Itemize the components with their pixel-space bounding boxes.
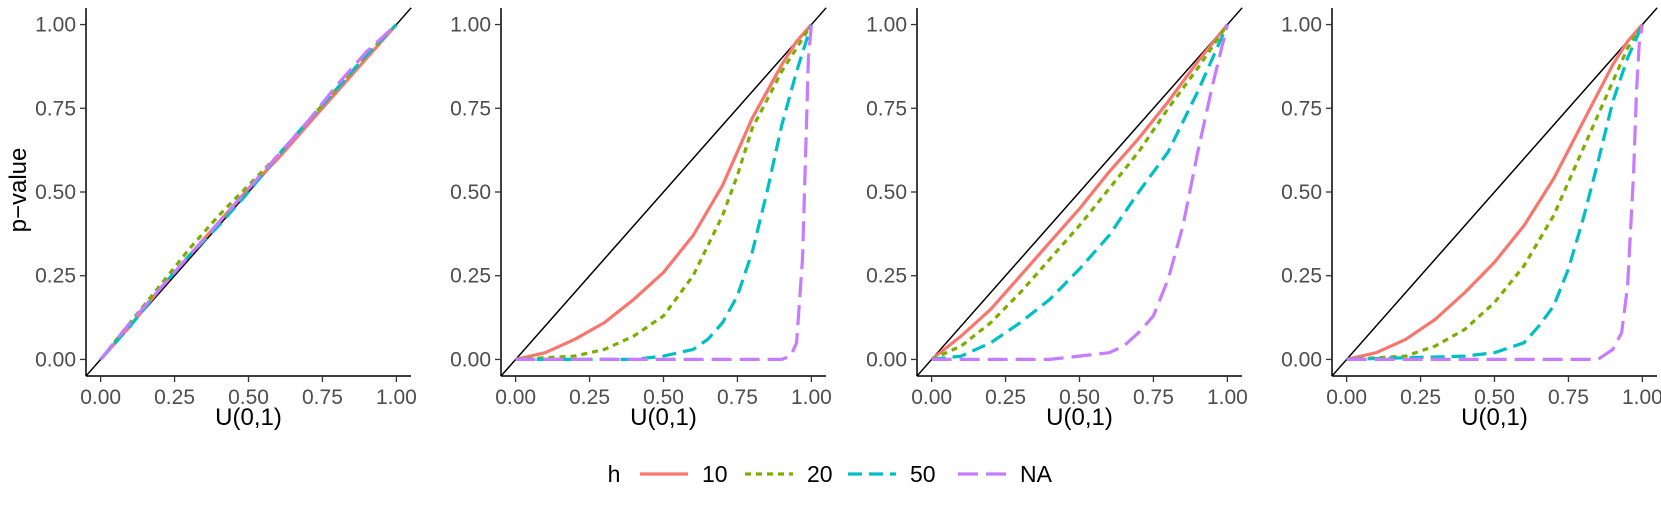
x-tick-label: 0.25	[1400, 386, 1441, 409]
x-tick-label: 0.75	[1133, 386, 1174, 409]
x-tick-label: 0.00	[1326, 386, 1367, 409]
series-line-h-50	[931, 23, 1229, 361]
x-tick-label: 0.00	[80, 386, 121, 409]
reference-line	[500, 7, 827, 377]
series-line-h-10	[1346, 23, 1644, 361]
legend-entries: 10 20 50 NA	[640, 461, 1053, 487]
y-tick-label: 0.00	[450, 348, 491, 371]
y-tick-label: 1.00	[1281, 14, 1322, 37]
x-tick-label: 0.50	[1059, 386, 1100, 409]
y-tick-label: 0.25	[450, 265, 491, 288]
y-tick-label: 1.00	[866, 14, 907, 37]
x-tick-label: 0.75	[1548, 386, 1589, 409]
y-tick-label: 0.50	[450, 181, 491, 204]
y-tick-label: 0.50	[1281, 181, 1322, 204]
panel-3: 0.000.00 0.25 0.25 0.50 0.50 0.75 0.75 1.00 1.00…	[866, 7, 1248, 431]
x-tick-label: 0.00	[911, 386, 952, 409]
y-tick-label: 0.75	[1281, 97, 1322, 120]
panel-2: 0.000.00 0.25 0.25 0.50 0.50 0.75 0.75 1.00 1.00…	[450, 7, 832, 431]
legend: h 10 20 50 NA	[608, 461, 1053, 487]
x-axis-title: U(0,1)	[215, 404, 282, 431]
y-tick-label: 0.25	[1281, 265, 1322, 288]
legend-label-10: 10	[702, 461, 728, 487]
x-tick-label: 1.00	[791, 386, 832, 409]
series-line-h-10	[515, 23, 813, 361]
x-tick-label: 0.50	[228, 386, 269, 409]
legend-title: h	[608, 461, 621, 487]
series-line-h-20	[930, 23, 1229, 361]
y-tick-label: 0.50	[35, 181, 76, 204]
x-axis-title: U(0,1)	[1046, 404, 1113, 431]
series-line-h-50	[99, 23, 398, 361]
series-line-h-50	[1346, 23, 1644, 361]
series-line-h-NA	[1346, 24, 1644, 361]
x-tick-label: 0.25	[569, 386, 610, 409]
y-tick-label: 0.75	[866, 97, 907, 120]
series-line-h-NA	[99, 23, 398, 361]
panel-4: 0.000.00 0.25 0.25 0.50 0.50 0.75 0.75 1.00 1.00…	[1281, 7, 1661, 431]
panel-1: 0.000.00 0.25 0.25 0.50 0.50 0.75 0.75 1.00 1.00…	[35, 7, 417, 431]
y-tick-label: 0.25	[35, 265, 76, 288]
x-tick-label: 0.75	[717, 386, 758, 409]
x-tick-label: 0.50	[1474, 386, 1515, 409]
legend-label-50: 50	[910, 461, 936, 487]
y-tick-label: 0.25	[866, 265, 907, 288]
x-tick-label: 0.50	[643, 386, 684, 409]
y-tick-label: 1.00	[450, 14, 491, 37]
reference-line	[916, 7, 1243, 377]
series-line-h-20	[1346, 23, 1644, 361]
reference-line	[1331, 7, 1658, 377]
y-tick-label: 0.50	[866, 181, 907, 204]
x-tick-label: 0.25	[154, 386, 195, 409]
x-axis-title: U(0,1)	[630, 404, 697, 431]
y-tick-label: 0.00	[1281, 348, 1322, 371]
x-tick-label: 1.00	[1207, 386, 1248, 409]
x-axis-title: U(0,1)	[1461, 404, 1528, 431]
x-tick-label: 0.75	[302, 386, 343, 409]
y-tick-label: 0.00	[35, 348, 76, 371]
y-axis-title: p−value	[5, 148, 32, 233]
y-tick-label: 0.00	[866, 348, 907, 371]
series-line-h-NA	[515, 24, 813, 361]
legend-label-20: 20	[807, 461, 833, 487]
series-line-h-50	[515, 24, 813, 361]
y-tick-label: 1.00	[35, 14, 76, 37]
x-tick-label: 0.00	[495, 386, 536, 409]
x-tick-label: 1.00	[376, 386, 417, 409]
y-tick-label: 0.75	[35, 97, 76, 120]
x-tick-label: 1.00	[1622, 386, 1661, 409]
y-tick-label: 0.75	[450, 97, 491, 120]
series-line-h-10	[930, 23, 1229, 361]
series-line-h-NA	[931, 24, 1229, 361]
x-tick-label: 0.25	[985, 386, 1026, 409]
series-line-h-20	[99, 23, 398, 361]
legend-label-NA: NA	[1020, 461, 1053, 487]
panels: 0.000.000.250.250.500.500.750.751.001.00…	[35, 7, 1661, 431]
